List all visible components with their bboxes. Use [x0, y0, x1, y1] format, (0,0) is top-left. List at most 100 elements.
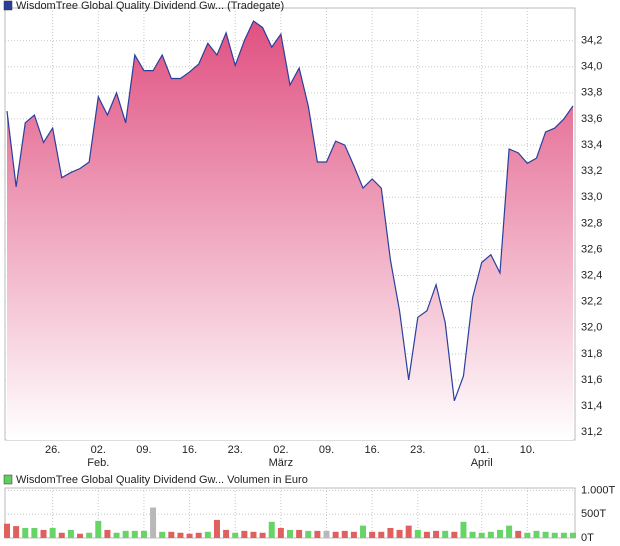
volume-bar	[287, 529, 293, 538]
volume-bar	[469, 531, 476, 538]
x-month-label: März	[269, 457, 293, 469]
x-tick-label: 09.	[136, 444, 151, 456]
volume-bar	[570, 532, 576, 538]
volume-bar	[213, 519, 220, 538]
volume-bar	[524, 532, 531, 538]
volume-bar	[177, 532, 184, 538]
volume-bar	[451, 531, 458, 538]
y-tick-label: 32,2	[581, 296, 602, 308]
y-tick-label: 31,4	[581, 400, 602, 412]
x-tick-label: 23.	[228, 444, 243, 456]
x-tick-label: 23.	[410, 444, 425, 456]
x-tick-label: 02.	[273, 444, 288, 456]
volume-bar	[478, 532, 485, 538]
volume-bar	[113, 532, 120, 538]
volume-bar	[140, 530, 147, 538]
y-tick-label: 33,6	[581, 113, 602, 125]
y-tick-label: 0T	[581, 532, 594, 544]
y-tick-label: 32,6	[581, 243, 602, 255]
volume-legend: WisdomTree Global Quality Dividend Gw...…	[16, 474, 308, 486]
volume-bar	[369, 531, 376, 538]
y-tick-label: 33,0	[581, 191, 602, 203]
y-tick-label: 32,0	[581, 322, 602, 334]
volume-bar	[168, 531, 175, 538]
volume-bar	[496, 529, 503, 538]
volume-bar	[104, 529, 111, 538]
volume-bar	[542, 531, 549, 538]
y-tick-label: 32,8	[581, 217, 602, 229]
volume-bar	[378, 531, 385, 538]
y-tick-label: 31,2	[581, 426, 602, 438]
volume-bar	[551, 532, 558, 538]
volume-bar	[515, 530, 522, 538]
volume-bar	[414, 529, 421, 538]
x-tick-label: 16.	[365, 444, 380, 456]
volume-bar	[387, 528, 394, 538]
volume-bar	[433, 530, 440, 538]
x-tick-label: 02.	[91, 444, 106, 456]
volume-bar	[31, 528, 38, 538]
volume-bar	[533, 530, 540, 538]
volume-bar	[259, 532, 266, 538]
volume-bar	[159, 531, 166, 538]
volume-bar	[506, 525, 513, 538]
price-legend: WisdomTree Global Quality Dividend Gw...…	[16, 0, 284, 12]
volume-bar	[223, 529, 230, 538]
volume-bar	[341, 530, 348, 538]
volume-bar	[232, 532, 239, 538]
y-tick-label: 33,2	[581, 165, 602, 177]
volume-bar	[131, 530, 138, 538]
volume-bar	[95, 520, 102, 538]
volume-bar	[77, 533, 84, 538]
volume-bar	[305, 530, 312, 538]
volume-bar	[560, 532, 567, 538]
volume-bar	[250, 531, 257, 538]
y-tick-label: 500T	[581, 508, 606, 520]
volume-bar	[442, 530, 449, 538]
volume-bar	[49, 528, 56, 538]
volume-bar	[268, 521, 275, 538]
volume-bar	[277, 528, 284, 538]
legend-swatch	[3, 474, 13, 485]
y-tick-label: 1.000T	[581, 484, 616, 496]
x-tick-label: 09.	[319, 444, 334, 456]
y-tick-label: 31,6	[581, 374, 602, 386]
volume-bar	[122, 530, 129, 538]
volume-bar	[323, 530, 330, 538]
volume-bar	[405, 525, 412, 538]
volume-bar	[360, 525, 367, 538]
volume-bar	[332, 531, 339, 538]
volume-bar	[150, 507, 157, 538]
volume-bar	[350, 531, 357, 538]
volume-bar	[22, 528, 29, 538]
volume-bar	[423, 531, 430, 538]
y-tick-label: 34,0	[581, 61, 602, 73]
volume-bar	[186, 533, 193, 538]
price-area	[7, 21, 573, 440]
x-month-label: April	[471, 457, 493, 469]
volume-bar	[204, 531, 211, 538]
x-tick-label: 26.	[45, 444, 60, 456]
y-tick-label: 34,2	[581, 35, 602, 47]
volume-bar	[40, 529, 47, 538]
y-tick-label: 33,8	[581, 87, 602, 99]
volume-bar	[13, 526, 20, 538]
volume-bar	[487, 531, 494, 538]
y-tick-label: 33,4	[581, 139, 602, 151]
volume-bar	[296, 529, 303, 538]
y-tick-label: 31,8	[581, 348, 602, 360]
x-tick-label: 16.	[182, 444, 197, 456]
legend-swatch	[3, 0, 13, 11]
volume-bar	[58, 532, 65, 538]
volume-bar	[67, 529, 74, 538]
y-tick-label: 32,4	[581, 269, 602, 281]
x-tick-label: 01.	[474, 444, 489, 456]
volume-bar	[460, 521, 467, 538]
volume-bar	[314, 530, 321, 538]
volume-bar	[195, 532, 202, 538]
volume-bar	[396, 529, 403, 538]
volume-bar	[241, 530, 248, 538]
volume-bar	[4, 523, 10, 538]
x-month-label: Feb.	[87, 457, 109, 469]
